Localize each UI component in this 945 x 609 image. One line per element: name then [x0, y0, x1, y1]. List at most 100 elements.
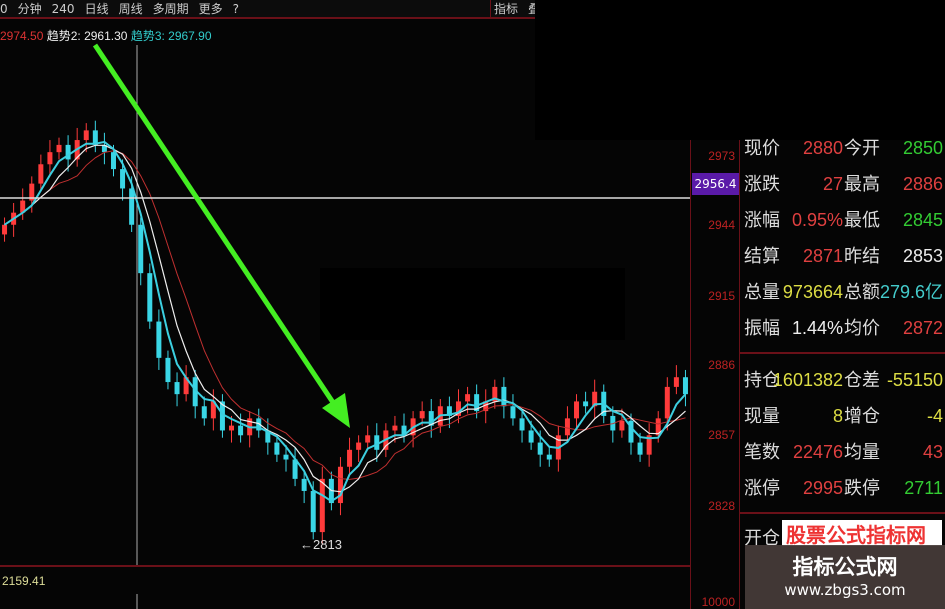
candle — [682, 377, 688, 395]
quote-row: 振幅 1.44% 均价 2872 — [740, 310, 945, 346]
quote-value: 8 — [832, 406, 843, 426]
candle — [283, 454, 289, 460]
quote-value: 2886 — [902, 174, 943, 194]
candle — [492, 386, 498, 402]
watermark: 指标公式网 www.zbgs3.com — [745, 545, 945, 609]
quote-label: 现价 — [744, 138, 780, 158]
current-price-tag: 2956.4 — [692, 173, 739, 195]
quote-value: 0.95% — [791, 210, 843, 230]
price-axis: 2973 2944 2915 2886 2857 2828 10000 — [690, 140, 740, 609]
candle — [619, 420, 625, 431]
quote-row: 现价 2880 今开 2850 — [740, 130, 945, 166]
quote-row: 开仓 — [740, 520, 945, 556]
candle — [210, 401, 216, 419]
candle — [310, 490, 316, 533]
candle — [546, 454, 552, 460]
candle — [401, 425, 407, 436]
candle — [238, 425, 244, 436]
quote-value: 27 — [822, 174, 843, 194]
quote-value: 2880 — [802, 138, 843, 158]
quote-value: 1601382 — [772, 370, 843, 390]
toolbar-item[interactable]: 更多 — [198, 2, 223, 16]
quote-row: 现量 8 增仓 -4 — [740, 398, 945, 434]
candle — [165, 357, 171, 383]
candle — [483, 401, 489, 412]
toolbar-item[interactable]: 240 — [51, 2, 75, 16]
quote-row: 笔数 22476 均量 43 — [740, 434, 945, 470]
quote-label: 今开 — [844, 138, 880, 158]
volume-value: 2159.41 — [2, 574, 46, 588]
candle — [292, 459, 298, 479]
candle — [528, 430, 534, 443]
quote-label: 跌停 — [844, 478, 880, 498]
candle — [583, 401, 589, 407]
candlestick-chart[interactable] — [0, 0, 690, 609]
candle — [428, 411, 434, 426]
candle — [38, 164, 44, 184]
candle — [646, 435, 652, 455]
candle — [446, 406, 452, 416]
candle — [574, 401, 580, 419]
candle — [455, 401, 461, 416]
quote-label: 最低 — [844, 210, 880, 230]
candle — [319, 478, 325, 533]
candle — [20, 200, 26, 213]
quote-value: 1.44% — [791, 318, 843, 338]
candle — [56, 144, 62, 153]
candle — [664, 386, 670, 419]
candle — [356, 442, 362, 450]
price-tick: 2828 — [708, 499, 735, 513]
candle — [474, 394, 480, 412]
quote-value: 2871 — [802, 246, 843, 266]
toolbar-right-item[interactable]: 指标 — [494, 2, 519, 16]
masked-area — [535, 0, 945, 140]
watermark-title: 指标公式网 — [792, 555, 898, 579]
toolbar-item[interactable]: 周线 — [118, 2, 143, 16]
toolbar-item[interactable]: 0 — [0, 2, 8, 16]
toolbar-item[interactable]: 多周期 — [152, 2, 189, 16]
toolbar-item[interactable]: 分钟 — [17, 2, 42, 16]
quote-value: 2995 — [802, 478, 843, 498]
quote-row: 持仓 1601382 仓差 -55150 — [740, 362, 945, 398]
legend-value: 2974.50 — [0, 29, 44, 43]
candle — [347, 449, 353, 467]
quote-label: 结算 — [744, 246, 780, 266]
candle — [120, 169, 126, 189]
candle — [2, 224, 8, 235]
toolbar-item[interactable]: ? — [232, 2, 239, 16]
candle — [110, 152, 116, 170]
toolbar-item[interactable]: 日线 — [84, 2, 109, 16]
quote-label: 仓差 — [844, 370, 880, 390]
candle — [201, 406, 207, 419]
quote-value: 2850 — [902, 138, 943, 158]
candle — [673, 377, 679, 387]
price-tick: 2886 — [708, 358, 735, 372]
candle — [655, 418, 661, 436]
candle — [337, 466, 343, 504]
candle — [229, 425, 235, 431]
watermark-logo: 股票公式指标网 — [782, 520, 942, 546]
candle — [65, 144, 71, 160]
legend-trend2: 趋势2: 2961.30 — [46, 29, 128, 43]
quote-value: 279.6亿 — [879, 282, 943, 302]
quote-row: 涨停 2995 跌停 2711 — [740, 470, 945, 506]
quote-label: 昨结 — [844, 246, 880, 266]
quote-value: -4 — [926, 406, 943, 426]
candle — [501, 386, 507, 407]
quote-label: 最高 — [844, 174, 880, 194]
quote-label: 总额 — [844, 282, 880, 302]
price-tick: 2915 — [708, 289, 735, 303]
candle — [101, 144, 107, 153]
ma-white-line — [4, 144, 686, 493]
quote-label: 持仓 — [744, 370, 780, 390]
quote-label: 现量 — [744, 406, 780, 426]
candle — [192, 377, 198, 407]
candle — [637, 442, 643, 455]
quote-row: 涨幅 0.95% 最低 2845 — [740, 202, 945, 238]
candle — [519, 418, 525, 431]
candle — [274, 442, 280, 455]
candle — [465, 394, 471, 402]
quote-value: -55150 — [886, 370, 943, 390]
quote-value: 973664 — [782, 282, 843, 302]
